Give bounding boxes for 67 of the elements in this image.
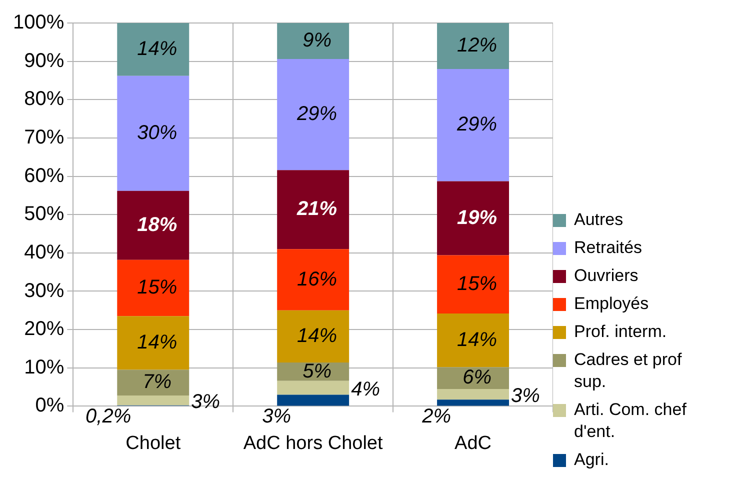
y-tick-label: 60% — [24, 164, 64, 187]
y-tick-label: 70% — [24, 126, 64, 148]
legend-label: Prof. interm. — [574, 321, 667, 343]
legend-label: Cadres et prof sup. — [574, 349, 683, 393]
data-label: 3% — [262, 405, 292, 428]
x-tick-label: AdC — [454, 432, 492, 454]
data-label: 5% — [302, 360, 332, 382]
data-label: 3% — [191, 391, 220, 414]
y-tick-label: 30% — [24, 280, 64, 302]
data-label: 0,2% — [86, 405, 132, 428]
x-tick-label: Cholet — [126, 432, 182, 454]
x-tick-label: AdC hors Cholet — [243, 432, 384, 454]
bar — [437, 400, 510, 406]
bar — [277, 310, 350, 363]
data-label: 29% — [456, 114, 498, 136]
data-label: 14% — [297, 325, 338, 348]
bar — [277, 23, 350, 60]
bar — [437, 313, 510, 368]
data-label: 18% — [137, 214, 178, 236]
bar — [437, 23, 510, 69]
bar — [277, 380, 350, 395]
data-label: 2% — [421, 405, 452, 428]
bar — [117, 76, 190, 191]
y-tick-label: 50% — [24, 203, 64, 226]
data-label: 7% — [142, 371, 172, 394]
bar — [277, 59, 350, 170]
bar — [117, 370, 190, 396]
legend-label: Arti. Com. chef d'ent. — [574, 399, 688, 443]
bar — [277, 249, 350, 310]
bar — [117, 395, 190, 406]
data-label: 21% — [296, 198, 338, 220]
bar — [437, 68, 510, 182]
y-tick-label: 0% — [35, 394, 64, 417]
bar — [117, 316, 190, 370]
bar — [117, 260, 190, 316]
data-label: 19% — [457, 206, 498, 229]
bar — [437, 388, 510, 400]
bar — [437, 181, 510, 256]
data-label: 15% — [457, 272, 498, 295]
bar — [277, 170, 350, 250]
bar — [437, 255, 510, 314]
bar — [117, 190, 190, 260]
data-label: 6% — [462, 366, 492, 389]
y-tick-label: 10% — [24, 356, 64, 378]
y-tick-label: 90% — [24, 50, 64, 72]
data-label: 14% — [457, 328, 498, 351]
y-tick-label: 100% — [12, 12, 64, 34]
legend-label: Employés — [574, 293, 649, 315]
data-label: 16% — [297, 268, 338, 290]
legend-label: Agri. — [574, 449, 609, 471]
bar — [277, 394, 350, 406]
legend-label: Autres — [574, 209, 624, 231]
data-label: 4% — [351, 378, 380, 400]
legend-label: Ouvriers — [574, 265, 638, 287]
data-label: 9% — [302, 30, 332, 52]
bar — [117, 23, 190, 76]
legend-label: Retraités — [574, 237, 642, 259]
y-tick-label: 40% — [24, 241, 64, 264]
data-label: 12% — [457, 34, 498, 57]
y-tick-label: 20% — [24, 318, 64, 340]
data-label: 3% — [511, 384, 540, 407]
y-tick-label: 80% — [24, 88, 64, 110]
data-label: 15% — [137, 276, 178, 299]
data-label: 29% — [296, 103, 338, 126]
data-label: 14% — [137, 38, 178, 60]
data-label: 30% — [137, 122, 178, 144]
data-label: 14% — [137, 332, 178, 354]
